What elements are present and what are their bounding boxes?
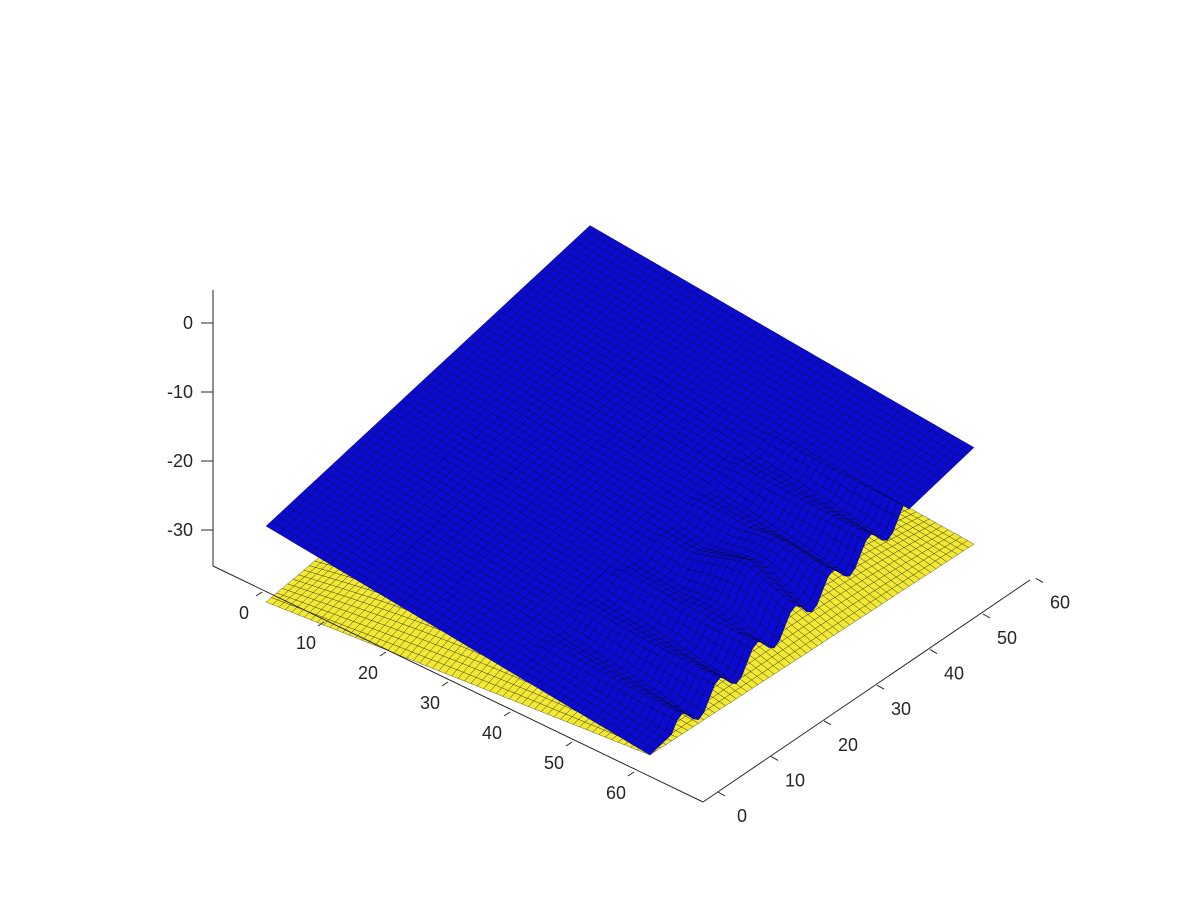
plot-area [265,225,975,756]
